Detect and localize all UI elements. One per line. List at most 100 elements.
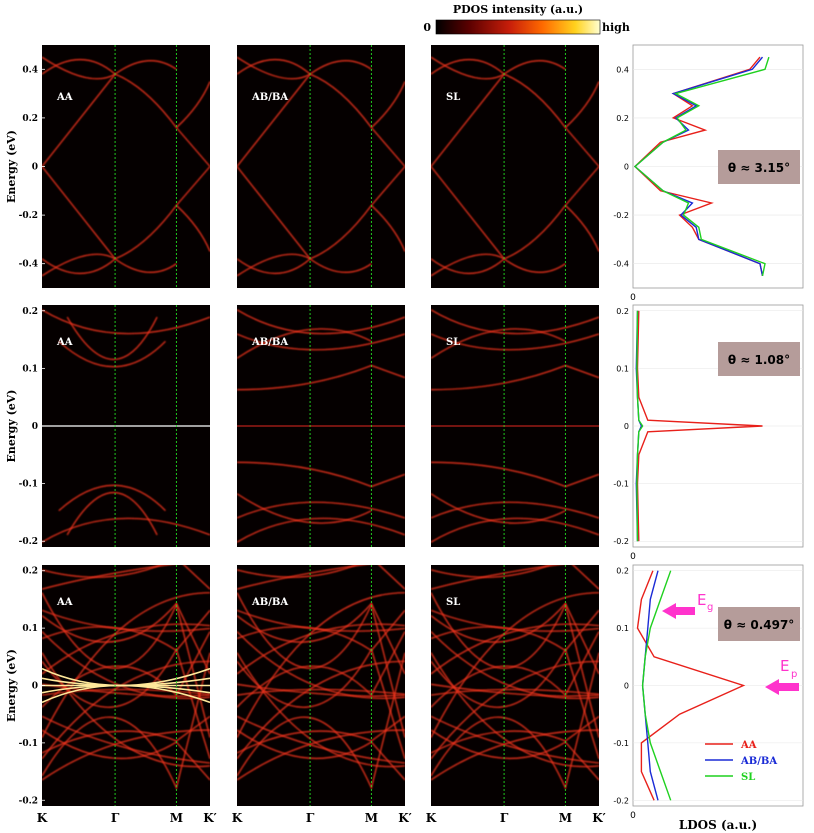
band-line (503, 204, 566, 260)
band-line (237, 253, 311, 277)
theta-box (718, 607, 800, 641)
ldos-ytick: -0.1 (613, 480, 629, 489)
band-line (370, 127, 405, 167)
ldos-axis-label: LDOS (a.u.) (679, 818, 757, 832)
band-ytick: -0.4 (19, 260, 38, 270)
band-line (237, 73, 311, 167)
ep-arrow-icon (765, 679, 799, 695)
ldos-ytick: 0.2 (616, 307, 629, 316)
band-line (431, 73, 505, 167)
band-line (431, 652, 599, 768)
band-ytick: 0 (32, 682, 38, 692)
ldos-curve-aa (636, 310, 763, 542)
band-line (114, 258, 177, 273)
ldos-curve-aa (636, 570, 746, 801)
band-line (431, 517, 599, 543)
band-line (431, 166, 505, 260)
ldos-ytick: -0.4 (613, 260, 629, 269)
band-line (42, 309, 210, 335)
ldos-ytick: 0 (624, 422, 629, 431)
band-line (66, 492, 158, 536)
band-line (431, 602, 599, 675)
colorbar-gradient (435, 19, 601, 35)
stacking-label: AB/BA (251, 337, 288, 348)
ldos-ytick: -0.2 (613, 537, 629, 546)
band-line (114, 73, 177, 129)
colorbar: PDOS intensity (a.u.) 0 high (423, 3, 630, 35)
band-ytick: -0.1 (19, 739, 38, 749)
band-line (42, 565, 210, 590)
band-line (237, 631, 405, 708)
band-line (42, 609, 210, 632)
band-line (431, 565, 599, 590)
band-line (431, 683, 599, 697)
band-line (431, 631, 599, 699)
band-line (42, 58, 116, 75)
band-line (309, 204, 372, 260)
band-panel-3-sl: SL (431, 565, 599, 806)
band-curves (431, 56, 599, 277)
band-line (431, 729, 599, 781)
band-ytick: 0 (32, 163, 38, 173)
band-curves (42, 309, 210, 543)
band-line (431, 623, 599, 675)
band-line (175, 127, 210, 167)
band-line (431, 688, 599, 696)
band-panel-2-sl: SL (431, 305, 599, 547)
band-line (564, 204, 599, 252)
band-line (42, 715, 210, 754)
band-line (175, 81, 210, 129)
stacking-label: SL (446, 92, 460, 103)
band-line (237, 166, 311, 260)
band-line (431, 258, 505, 275)
theta-label: θ ≈ 0.497° (724, 618, 795, 632)
band-curves (431, 565, 599, 790)
band-curves (237, 56, 405, 277)
band-line (431, 631, 599, 708)
band-curves (237, 309, 405, 543)
band-panel-1-ab-ba: AB/BA (237, 45, 405, 288)
band-line (42, 729, 210, 781)
band-panel-2-ab-ba: AB/BA (237, 305, 405, 547)
stacking-label: AA (56, 337, 73, 348)
band-line (237, 688, 405, 696)
band-line (309, 73, 372, 129)
band-line (237, 309, 405, 335)
ldos-ytick: 0 (624, 163, 629, 172)
kpath-tick: K′ (203, 811, 217, 825)
band-ytick: -0.1 (19, 480, 38, 490)
band-line (42, 688, 210, 696)
band-line (237, 609, 405, 632)
stacking-label: AB/BA (251, 597, 288, 608)
band-line (431, 565, 561, 590)
band-ytick: 0.2 (22, 114, 38, 124)
panel-background (42, 45, 210, 288)
band-structure-panels: AA AB/BA SL AA AB/BA SL AA AB/BA SL (42, 45, 599, 806)
kpath-tick: K (426, 811, 437, 825)
band-line (114, 60, 177, 75)
theta-label: θ ≈ 1.08° (728, 353, 790, 367)
band-line (370, 204, 405, 252)
band-line (370, 81, 405, 129)
band-ytick: 0.1 (22, 624, 38, 634)
ldos-ytick: 0.4 (616, 65, 629, 74)
band-line (237, 364, 405, 391)
kpath-tick: K′ (398, 811, 412, 825)
eg-arrow-icon (662, 603, 695, 619)
band-curves (431, 309, 599, 543)
kpath-tick: K (232, 811, 243, 825)
band-line (564, 81, 599, 129)
band-line (431, 592, 599, 738)
band-line (503, 60, 566, 75)
panel-background (237, 45, 405, 288)
band-line (431, 647, 599, 759)
band-line (237, 258, 311, 275)
band-line (237, 631, 405, 699)
ldos-ytick: 0.1 (616, 364, 629, 373)
band-line (431, 609, 599, 632)
band-line (237, 602, 405, 675)
band-line (42, 166, 116, 260)
ldos-curve-sl (636, 310, 644, 542)
